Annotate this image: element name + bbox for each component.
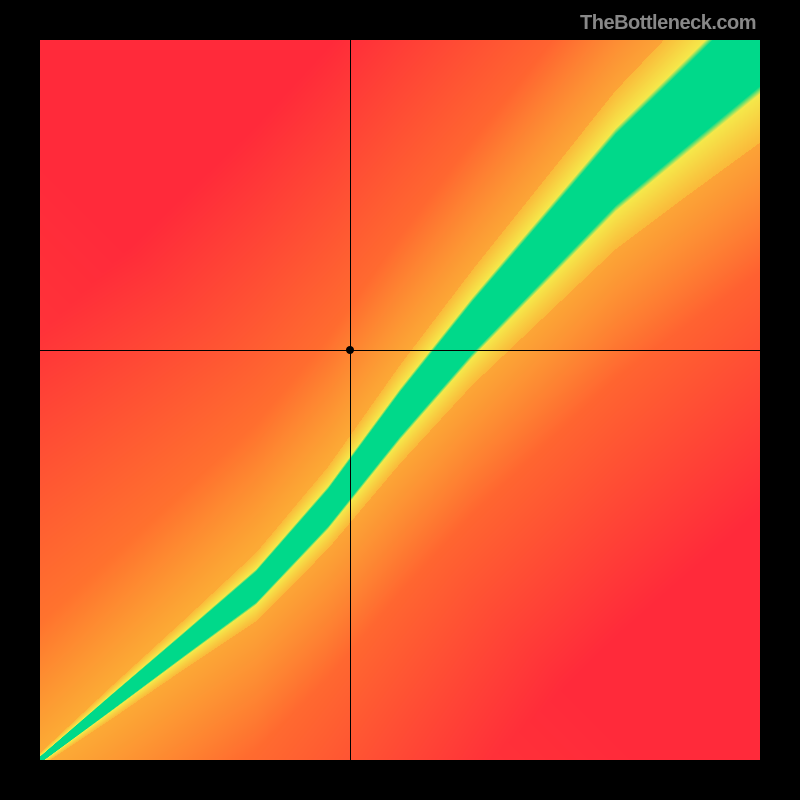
chart-container: { "watermark": "TheBottleneck.com", "cha… — [0, 0, 800, 800]
crosshair-marker — [346, 346, 354, 354]
plot-area — [40, 40, 760, 760]
watermark-text: TheBottleneck.com — [580, 12, 756, 35]
crosshair-vertical — [350, 40, 351, 760]
heatmap-canvas — [40, 40, 760, 760]
crosshair-horizontal — [40, 350, 760, 351]
